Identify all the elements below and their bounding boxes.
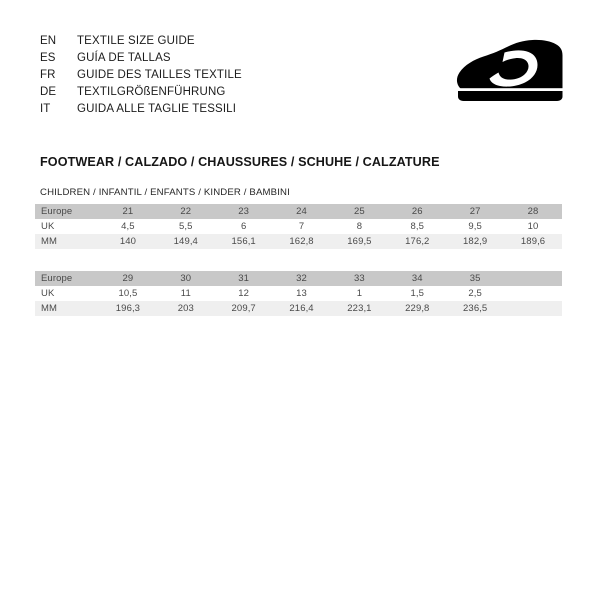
table-row: UK 4,5 5,5 6 7 8 8,5 9,5 10	[35, 219, 562, 234]
size-cell: 149,4	[156, 234, 215, 249]
size-cell: 189,6	[504, 234, 562, 249]
section-subtitle: CHILDREN / INFANTIL / ENFANTS / KINDER /…	[40, 187, 290, 198]
language-code: FR	[40, 69, 56, 81]
row-label: UK	[35, 286, 99, 301]
size-cell: 182,9	[446, 234, 505, 249]
size-cell: 229,8	[388, 301, 447, 316]
size-header-cell: 30	[156, 271, 215, 286]
size-cell: 140	[99, 234, 157, 249]
size-header-cell: 24	[272, 204, 331, 219]
size-cell: 7	[272, 219, 331, 234]
size-cell: 209,7	[214, 301, 273, 316]
language-row: EN TEXTILE SIZE GUIDE	[40, 33, 242, 50]
size-cell: 10,5	[99, 286, 157, 301]
size-cell	[504, 286, 562, 301]
size-cell: 2,5	[446, 286, 505, 301]
size-header-cell: 28	[504, 204, 562, 219]
size-cell: 156,1	[214, 234, 273, 249]
language-code: EN	[40, 35, 57, 47]
size-header-cell: 32	[272, 271, 331, 286]
size-cell: 162,8	[272, 234, 331, 249]
language-label: TEXTILGRÖßENFÜHRUNG	[77, 86, 226, 98]
size-cell: 196,3	[99, 301, 157, 316]
language-label: GUÍA DE TALLAS	[77, 52, 171, 64]
language-list: EN TEXTILE SIZE GUIDE ES GUÍA DE TALLAS FR GU…	[40, 33, 242, 118]
page-title: FOOTWEAR / CALZADO / CHAUSSURES / SCHUHE…	[40, 155, 440, 169]
size-header-cell	[504, 271, 562, 286]
size-cell	[504, 301, 562, 316]
size-cell: 169,5	[330, 234, 389, 249]
language-row: DE TEXTILGRÖßENFÜHRUNG	[40, 84, 242, 101]
language-label: GUIDA ALLE TAGLIE TESSILI	[77, 103, 237, 115]
size-cell: 5,5	[156, 219, 215, 234]
row-label: MM	[35, 301, 99, 316]
size-cell: 236,5	[446, 301, 505, 316]
table-header-row: Europe 29 30 31 32 33 34 35	[35, 271, 562, 286]
size-header-cell: 35	[446, 271, 505, 286]
size-cell: 11	[156, 286, 215, 301]
row-label: UK	[35, 219, 99, 234]
size-header-cell: 33	[330, 271, 389, 286]
table-header-row: Europe 21 22 23 24 25 26 27 28	[35, 204, 562, 219]
size-header-cell: 21	[99, 204, 157, 219]
size-cell: 203	[156, 301, 215, 316]
row-label: MM	[35, 234, 99, 249]
table-row: MM 140 149,4 156,1 162,8 169,5 176,2 182,9 189,6	[35, 234, 562, 249]
size-cell: 4,5	[99, 219, 157, 234]
size-cell: 8,5	[388, 219, 447, 234]
language-label: GUIDE DES TAILLES TEXTILE	[77, 69, 242, 81]
size-cell: 12	[214, 286, 273, 301]
row-label: Europe	[35, 204, 99, 219]
language-code: IT	[40, 103, 51, 115]
language-row: IT GUIDA ALLE TAGLIE TESSILI	[40, 101, 242, 118]
size-cell: 216,4	[272, 301, 331, 316]
baby-shoe-icon	[452, 38, 570, 102]
size-cell: 6	[214, 219, 273, 234]
size-table-children-21-28: Europe 21 22 23 24 25 26 27 28 UK 4,5 5,5 6 7 8 8,5 9,5 1…	[35, 204, 562, 249]
language-code: DE	[40, 86, 57, 98]
size-header-cell: 29	[99, 271, 157, 286]
size-header-cell: 27	[446, 204, 505, 219]
size-cell: 176,2	[388, 234, 447, 249]
size-table-children-29-35: Europe 29 30 31 32 33 34 35 UK 10,5 11 12 13 1 1,5 2,5 M…	[35, 271, 562, 316]
size-cell: 1,5	[388, 286, 447, 301]
size-header-cell: 22	[156, 204, 215, 219]
table-row: MM 196,3 203 209,7 216,4 223,1 229,8 236,5	[35, 301, 562, 316]
size-header-cell: 34	[388, 271, 447, 286]
table-row: UK 10,5 11 12 13 1 1,5 2,5	[35, 286, 562, 301]
language-row: FR GUIDE DES TAILLES TEXTILE	[40, 67, 242, 84]
size-cell: 10	[504, 219, 562, 234]
language-row: ES GUÍA DE TALLAS	[40, 50, 242, 67]
size-cell: 223,1	[330, 301, 389, 316]
language-label: TEXTILE SIZE GUIDE	[77, 35, 195, 47]
language-code: ES	[40, 52, 56, 64]
size-header-cell: 25	[330, 204, 389, 219]
row-label: Europe	[35, 271, 99, 286]
size-header-cell: 31	[214, 271, 273, 286]
size-cell: 13	[272, 286, 331, 301]
size-cell: 1	[330, 286, 389, 301]
size-cell: 9,5	[446, 219, 505, 234]
size-cell: 8	[330, 219, 389, 234]
size-header-cell: 23	[214, 204, 273, 219]
size-header-cell: 26	[388, 204, 447, 219]
